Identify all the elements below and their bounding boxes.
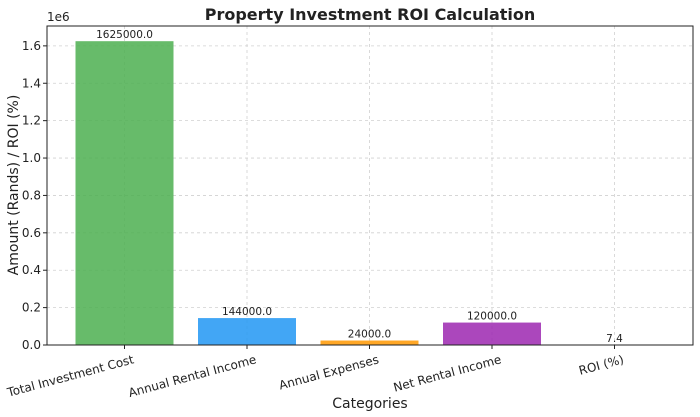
bar-value-label: 120000.0 [467, 311, 517, 323]
x-tick-label: Net Rental Income [392, 352, 503, 394]
y-tick-label: 1.4 [22, 76, 41, 90]
y-axis-offset-label: 1e6 [47, 10, 70, 24]
y-tick-label: 0.8 [22, 188, 41, 202]
y-tick-layer: 0.0 0.2 0.4 0.6 0.8 1.0 1.2 1.4 1.6 [22, 39, 47, 352]
y-tick-label: 0.4 [22, 263, 41, 277]
x-tick-label: Annual Rental Income [127, 352, 258, 400]
bar [75, 41, 174, 345]
bar-value-label: 1625000.0 [96, 29, 153, 41]
bar [320, 340, 419, 345]
bar [443, 322, 541, 345]
chart-title: Property Investment ROI Calculation [205, 5, 536, 24]
y-tick-label: 1.6 [22, 39, 41, 53]
y-tick-label: 1.2 [22, 114, 41, 128]
bar-value-label: 144000.0 [222, 306, 272, 318]
y-axis-label: Amount (Rands) / ROI (%) [6, 95, 22, 276]
bar-value-label: 7.4 [606, 333, 623, 345]
bar [198, 318, 296, 345]
y-tick-label: 0.0 [22, 338, 41, 352]
bar-value-label: 24000.0 [348, 329, 391, 341]
x-tick-label: ROI (%) [577, 352, 625, 377]
x-tick-label: Total Investment Cost [5, 352, 136, 400]
data-label-layer: 1625000.0 144000.0 24000.0 120000.0 7.4 [96, 29, 623, 345]
y-tick-label: 0.6 [22, 226, 41, 240]
x-axis-label: Categories [332, 396, 407, 412]
x-tick-label: Annual Expenses [277, 352, 380, 392]
y-tick-label: 0.2 [22, 301, 41, 315]
bar-layer [75, 41, 664, 345]
y-tick-label: 1.0 [22, 151, 41, 165]
